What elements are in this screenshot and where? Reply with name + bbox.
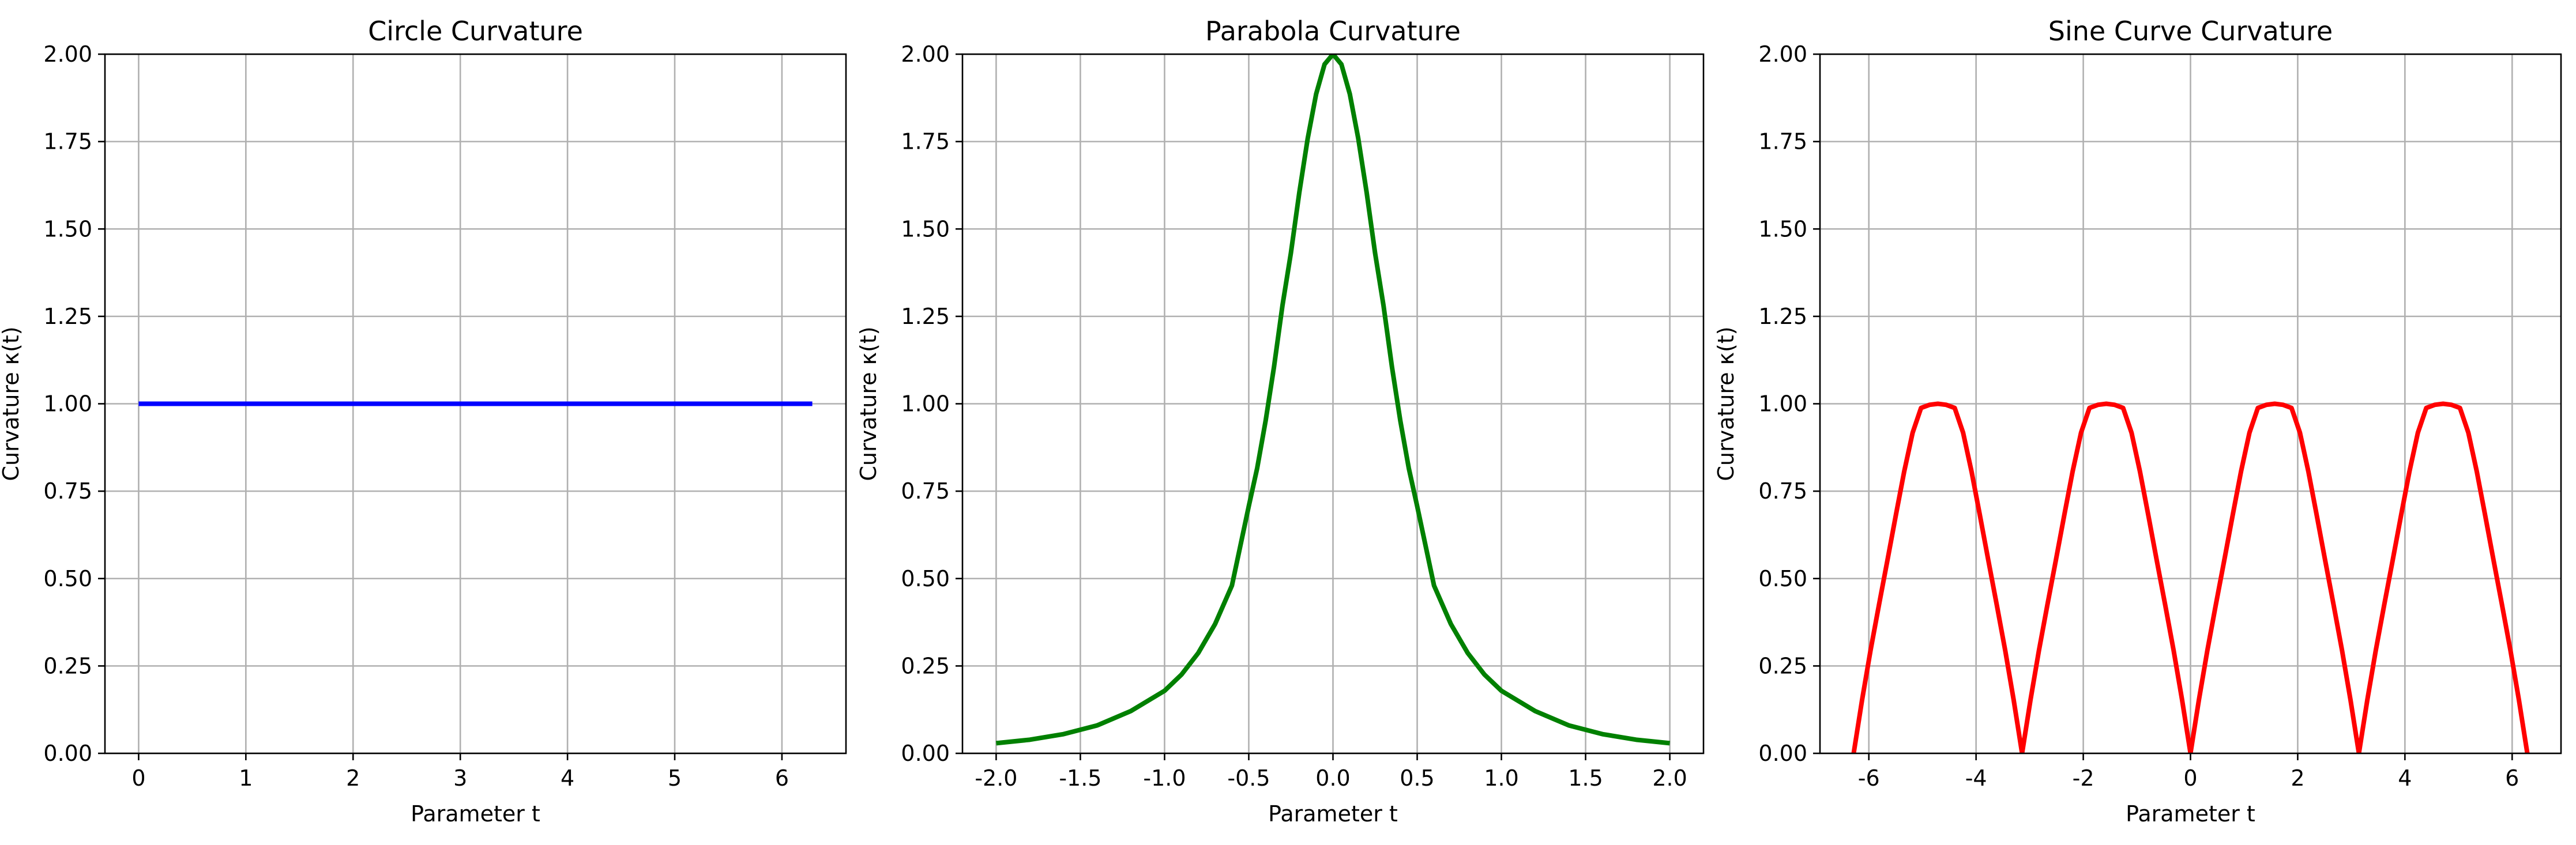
- series-line: [995, 54, 1671, 746]
- x-tick-label: 0: [131, 765, 145, 791]
- y-tick-label: 0.75: [901, 478, 950, 504]
- x-axis-label: Parameter t: [1268, 801, 1398, 827]
- circle-curvature-panel: Circle Curvature Parameter t Curvature κ…: [0, 16, 847, 827]
- y-tick-label: 1.75: [901, 129, 950, 154]
- y-tick-label: 1.50: [43, 216, 92, 242]
- x-tick-label: 2: [2291, 765, 2304, 791]
- y-tick-label: 1.00: [43, 391, 92, 417]
- y-tick-label: 0.00: [1758, 741, 1807, 766]
- x-tick-label: -1.0: [1143, 765, 1186, 791]
- y-tick-label: 1.50: [1758, 216, 1807, 242]
- y-tick-label: 0.25: [901, 653, 950, 678]
- y-tick-label: 2.00: [1758, 42, 1807, 67]
- x-tick-label: 6: [2505, 765, 2519, 791]
- panel-title: Circle Curvature: [368, 16, 583, 47]
- y-tick-label: 0.25: [1758, 653, 1807, 678]
- parabola-curvature-panel: Parabola Curvature Parameter t Curvature…: [856, 16, 1705, 827]
- y-tick-label: 0.50: [901, 566, 950, 591]
- x-tick-label: 2.0: [1652, 765, 1687, 791]
- y-tick-label: 0.25: [43, 653, 92, 678]
- x-tick-label: 4: [2398, 765, 2412, 791]
- y-tick-label: 2.00: [43, 42, 92, 67]
- panel-title: Parabola Curvature: [1205, 16, 1461, 47]
- x-tick-label: 1.0: [1484, 765, 1518, 791]
- y-tick-label: 1.75: [43, 129, 92, 154]
- x-tick-label: -4: [1965, 765, 1987, 791]
- y-tick-label: 0.75: [1758, 478, 1807, 504]
- y-tick-label: 1.25: [901, 304, 950, 329]
- y-tick-label: 1.50: [901, 216, 950, 242]
- y-tick-label: 1.25: [1758, 304, 1807, 329]
- y-tick-label: 1.25: [43, 304, 92, 329]
- x-tick-label: -2.0: [975, 765, 1017, 791]
- y-tick-label: 0.50: [1758, 566, 1807, 591]
- x-tick-label: 1.5: [1568, 765, 1603, 791]
- y-tick-label: 1.75: [1758, 129, 1807, 154]
- x-tick-label: 4: [561, 765, 574, 791]
- x-tick-label: 5: [668, 765, 682, 791]
- x-tick-label: 0.5: [1400, 765, 1434, 791]
- panel-title: Sine Curve Curvature: [2048, 16, 2333, 47]
- x-tick-label: 2: [346, 765, 360, 791]
- y-tick-label: 2.00: [901, 42, 950, 67]
- x-tick-label: 1: [239, 765, 253, 791]
- y-tick-label: 1.00: [901, 391, 950, 417]
- x-tick-label: -6: [1858, 765, 1880, 791]
- y-tick-label: 1.00: [1758, 391, 1807, 417]
- x-tick-label: 0: [2183, 765, 2197, 791]
- x-tick-label: -1.5: [1059, 765, 1101, 791]
- x-tick-label: -0.5: [1227, 765, 1270, 791]
- y-axis-label: Curvature κ(t): [1713, 326, 1739, 481]
- series-line: [1851, 401, 2530, 753]
- x-tick-label: 3: [453, 765, 467, 791]
- y-axis-label: Curvature κ(t): [0, 326, 24, 481]
- y-axis-label: Curvature κ(t): [856, 326, 881, 481]
- x-axis-label: Parameter t: [2126, 801, 2255, 827]
- sine-curvature-panel: Sine Curve Curvature Parameter t Curvatu…: [1713, 16, 2562, 827]
- y-tick-label: 0.50: [43, 566, 92, 591]
- y-tick-label: 0.00: [43, 741, 92, 766]
- x-tick-label: 6: [775, 765, 789, 791]
- y-tick-label: 0.75: [43, 478, 92, 504]
- x-axis-label: Parameter t: [411, 801, 540, 827]
- y-tick-label: 0.00: [901, 741, 950, 766]
- x-tick-label: -2: [2073, 765, 2094, 791]
- x-tick-label: 0.0: [1315, 765, 1350, 791]
